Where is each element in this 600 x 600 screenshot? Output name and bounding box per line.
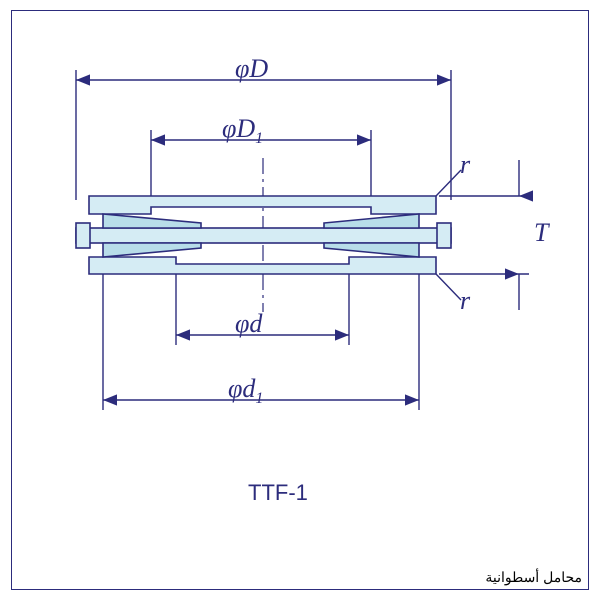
label-phi-D1: φD1 [222,114,263,148]
label-T: T [534,218,548,248]
label-phi-d: φd [235,309,262,339]
label-phi-D: φD [235,54,268,84]
arabic-caption: محامل أسطوانية [485,569,582,586]
label-r-top: r [460,150,470,180]
label-phi-d1: φd1 [228,374,263,408]
diagram-title: TTF-1 [248,480,308,506]
label-r-bottom: r [460,286,470,316]
